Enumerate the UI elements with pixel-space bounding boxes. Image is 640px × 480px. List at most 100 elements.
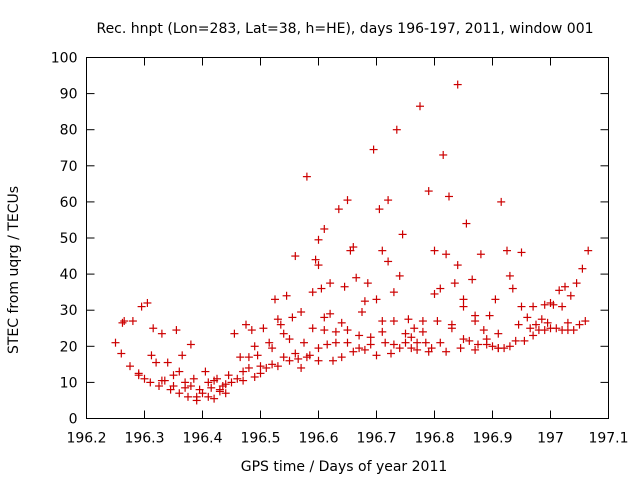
y-tick-label: 90 (60, 87, 78, 103)
data-point (317, 284, 326, 293)
x-tick-label: 196.5 (240, 431, 280, 447)
data-point (184, 392, 192, 401)
data-point (561, 282, 569, 291)
data-point (271, 295, 279, 304)
data-point (149, 324, 158, 333)
data-point (392, 125, 401, 134)
data-point (207, 383, 216, 392)
data-point (175, 367, 184, 376)
data-point (389, 340, 398, 349)
data-point (474, 340, 482, 349)
data-point (494, 329, 503, 338)
data-point (430, 289, 439, 298)
data-point (189, 374, 198, 383)
data-point (378, 246, 387, 255)
data-point (279, 353, 288, 362)
data-point (555, 286, 564, 295)
data-point (311, 255, 320, 264)
data-point (323, 340, 332, 349)
data-point (459, 295, 468, 304)
data-point (337, 353, 346, 362)
data-point (546, 298, 555, 307)
data-point (497, 197, 506, 206)
data-point (453, 261, 462, 270)
data-point (450, 279, 459, 288)
data-point (369, 145, 378, 154)
data-point (126, 362, 134, 371)
data-point (552, 324, 561, 333)
data-point (424, 347, 433, 356)
data-points (111, 80, 593, 405)
x-tick-label: 196.7 (356, 431, 396, 447)
plot-frame (86, 57, 609, 419)
data-point (273, 362, 282, 371)
data-point (360, 297, 369, 306)
y-tick-label: 80 (60, 123, 78, 139)
data-point (186, 382, 195, 391)
data-point (250, 342, 259, 351)
data-point (302, 353, 311, 362)
data-point (459, 302, 468, 311)
data-point (334, 205, 343, 214)
data-point (358, 308, 366, 317)
data-point (201, 367, 210, 376)
data-point (134, 369, 143, 378)
data-point (244, 353, 253, 362)
data-point (468, 275, 477, 284)
data-point (413, 338, 422, 347)
data-point (186, 340, 195, 349)
data-point (505, 271, 514, 280)
data-point (520, 336, 529, 345)
data-point (529, 302, 538, 311)
data-point (410, 324, 419, 333)
data-point (508, 284, 517, 293)
data-point (314, 235, 323, 244)
data-point (453, 80, 462, 89)
data-point (384, 196, 393, 205)
data-point (384, 257, 393, 266)
data-point (407, 344, 416, 353)
data-point (511, 336, 520, 345)
data-point (471, 345, 480, 354)
axis-ticks: 196.2 196.3 196.4 196.5 196.6 196.7 196.8 196.9… (51, 51, 629, 447)
data-point (259, 324, 268, 333)
data-point (146, 378, 155, 387)
x-tick-label: 197.1 (588, 431, 628, 447)
data-point (256, 369, 265, 378)
data-point (343, 196, 352, 205)
data-point (401, 329, 410, 338)
data-point (479, 326, 488, 335)
data-point (147, 351, 156, 360)
data-point (198, 389, 207, 398)
data-point (137, 302, 146, 311)
data-point (517, 248, 526, 257)
data-point (227, 378, 236, 387)
data-point (413, 345, 422, 354)
data-point (503, 246, 511, 255)
data-point (340, 282, 349, 291)
data-point (537, 315, 546, 324)
data-point (297, 363, 306, 372)
data-point (143, 298, 152, 307)
data-point (416, 102, 424, 111)
data-point (543, 318, 552, 327)
data-point (320, 313, 329, 322)
data-point (349, 347, 358, 356)
data-point (285, 356, 294, 365)
data-point (204, 378, 213, 387)
data-point (163, 358, 172, 367)
data-point (262, 363, 271, 372)
data-point (375, 205, 384, 214)
data-point (210, 376, 219, 385)
data-point (366, 340, 375, 349)
data-point (276, 320, 285, 329)
data-point (421, 338, 430, 347)
data-point (320, 326, 329, 335)
data-point (181, 383, 190, 392)
data-point (572, 279, 581, 288)
data-point (244, 363, 253, 372)
data-point (471, 311, 480, 320)
data-point (247, 326, 256, 335)
data-point (514, 320, 523, 329)
